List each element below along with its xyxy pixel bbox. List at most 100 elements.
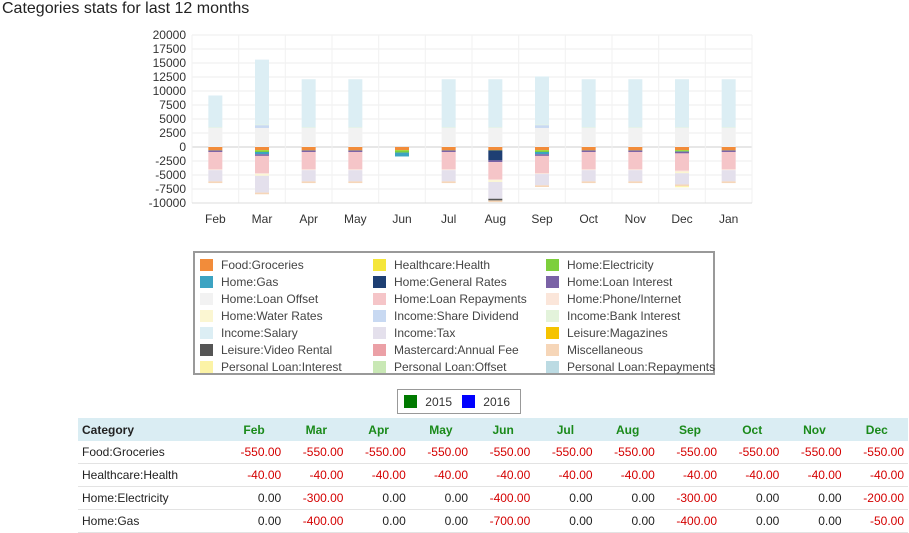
- bar-segment[interactable]: [441, 127, 456, 128]
- bar-segment[interactable]: [535, 155, 549, 174]
- bar-segment[interactable]: [255, 127, 269, 147]
- legend-item[interactable]: Home:Loan Offset: [200, 290, 373, 307]
- bar-segment[interactable]: [395, 147, 409, 151]
- bar-segment[interactable]: [675, 151, 689, 154]
- bar-segment[interactable]: [255, 147, 269, 151]
- bar-segment[interactable]: [488, 198, 503, 201]
- bar-segment[interactable]: [535, 125, 549, 128]
- bar-segment[interactable]: [208, 95, 223, 128]
- bar-segment[interactable]: [488, 150, 503, 161]
- bar-segment[interactable]: [255, 151, 269, 155]
- bar-segment[interactable]: [675, 151, 689, 152]
- bar-segment[interactable]: [441, 127, 456, 147]
- bar-segment[interactable]: [721, 127, 736, 128]
- bar-segment[interactable]: [208, 127, 223, 147]
- bar-segment[interactable]: [535, 76, 549, 125]
- bar-segment[interactable]: [255, 124, 269, 126]
- bar-segment[interactable]: [581, 79, 596, 128]
- bar-segment[interactable]: [535, 147, 549, 151]
- bar-segment[interactable]: [441, 79, 456, 128]
- legend-item[interactable]: Income:Share Dividend: [373, 307, 546, 324]
- bar-segment[interactable]: [255, 154, 269, 156]
- bar-segment[interactable]: [721, 150, 736, 152]
- bar-segment[interactable]: [675, 171, 689, 174]
- bar-segment[interactable]: [581, 169, 596, 171]
- legend-item[interactable]: Food:Groceries: [200, 256, 373, 273]
- bar-segment[interactable]: [441, 151, 456, 170]
- bar-segment[interactable]: [628, 147, 643, 151]
- bar-segment[interactable]: [395, 150, 409, 153]
- bar-segment[interactable]: [488, 200, 503, 203]
- bar-segment[interactable]: [628, 127, 643, 147]
- bar-segment[interactable]: [488, 162, 503, 180]
- bar-segment[interactable]: [441, 169, 456, 171]
- bar-segment[interactable]: [675, 79, 689, 128]
- legend-item[interactable]: Healthcare:Health: [373, 256, 546, 273]
- bar-segment[interactable]: [628, 151, 643, 170]
- bar-segment[interactable]: [301, 169, 316, 171]
- legend-item[interactable]: Home:Water Rates: [200, 307, 373, 324]
- legend-item[interactable]: Home:Loan Repayments: [373, 290, 546, 307]
- bar-segment[interactable]: [581, 181, 596, 184]
- legend-item[interactable]: Income:Tax: [373, 324, 546, 341]
- legend-item[interactable]: Personal Loan:Interest: [200, 358, 373, 375]
- bar-segment[interactable]: [628, 169, 643, 171]
- legend-item[interactable]: Home:Electricity: [546, 256, 719, 273]
- bar-segment[interactable]: [488, 147, 503, 151]
- bar-segment[interactable]: [721, 169, 736, 171]
- bar-segment[interactable]: [301, 147, 316, 151]
- bar-segment[interactable]: [581, 151, 596, 170]
- bar-segment[interactable]: [488, 79, 503, 128]
- bar-segment[interactable]: [535, 185, 549, 187]
- bar-segment[interactable]: [208, 170, 223, 182]
- bar-segment[interactable]: [208, 169, 223, 171]
- bar-segment[interactable]: [208, 147, 223, 151]
- bar-segment[interactable]: [581, 170, 596, 182]
- bar-segment[interactable]: [301, 181, 316, 184]
- bar-segment[interactable]: [208, 151, 223, 170]
- bar-segment[interactable]: [348, 151, 363, 170]
- bar-segment[interactable]: [255, 150, 269, 152]
- legend-item[interactable]: Income:Bank Interest: [546, 307, 719, 324]
- bar-segment[interactable]: [535, 127, 549, 147]
- bar-segment[interactable]: [255, 192, 269, 195]
- bar-segment[interactable]: [721, 170, 736, 182]
- legend-item[interactable]: Home:Gas: [200, 273, 373, 290]
- legend-item[interactable]: Miscellaneous: [546, 341, 719, 358]
- bar-segment[interactable]: [675, 127, 689, 147]
- legend-item[interactable]: Home:Phone/Internet: [546, 290, 719, 307]
- bar-segment[interactable]: [675, 170, 689, 172]
- bar-segment[interactable]: [488, 181, 503, 199]
- bar-segment[interactable]: [348, 169, 363, 171]
- legend-item[interactable]: Leisure:Video Rental: [200, 341, 373, 358]
- bar-segment[interactable]: [721, 181, 736, 184]
- bar-segment[interactable]: [348, 181, 363, 184]
- bar-segment[interactable]: [348, 147, 363, 151]
- bar-segment[interactable]: [348, 150, 363, 152]
- bar-segment[interactable]: [675, 127, 689, 128]
- legend-item[interactable]: Home:General Rates: [373, 273, 546, 290]
- bar-segment[interactable]: [488, 180, 503, 182]
- bar-segment[interactable]: [628, 150, 643, 152]
- bar-segment[interactable]: [721, 147, 736, 151]
- bar-segment[interactable]: [208, 150, 223, 152]
- bar-segment[interactable]: [301, 79, 316, 128]
- legend-item[interactable]: Personal Loan:Offset: [373, 358, 546, 375]
- bar-segment[interactable]: [675, 150, 689, 152]
- bar-segment[interactable]: [348, 170, 363, 182]
- bar-segment[interactable]: [208, 181, 223, 184]
- bar-segment[interactable]: [301, 127, 316, 147]
- bar-segment[interactable]: [488, 160, 503, 163]
- bar-segment[interactable]: [581, 127, 596, 147]
- bar-segment[interactable]: [675, 184, 689, 187]
- bar-segment[interactable]: [535, 174, 549, 186]
- bar-segment[interactable]: [255, 59, 269, 125]
- bar-segment[interactable]: [441, 150, 456, 152]
- bar-segment[interactable]: [675, 153, 689, 171]
- bar-segment[interactable]: [535, 150, 549, 152]
- bar-segment[interactable]: [301, 127, 316, 128]
- bar-segment[interactable]: [255, 155, 269, 174]
- year-swatch[interactable]: [404, 395, 418, 408]
- bar-segment[interactable]: [348, 127, 363, 147]
- legend-item[interactable]: Home:Loan Interest: [546, 273, 719, 290]
